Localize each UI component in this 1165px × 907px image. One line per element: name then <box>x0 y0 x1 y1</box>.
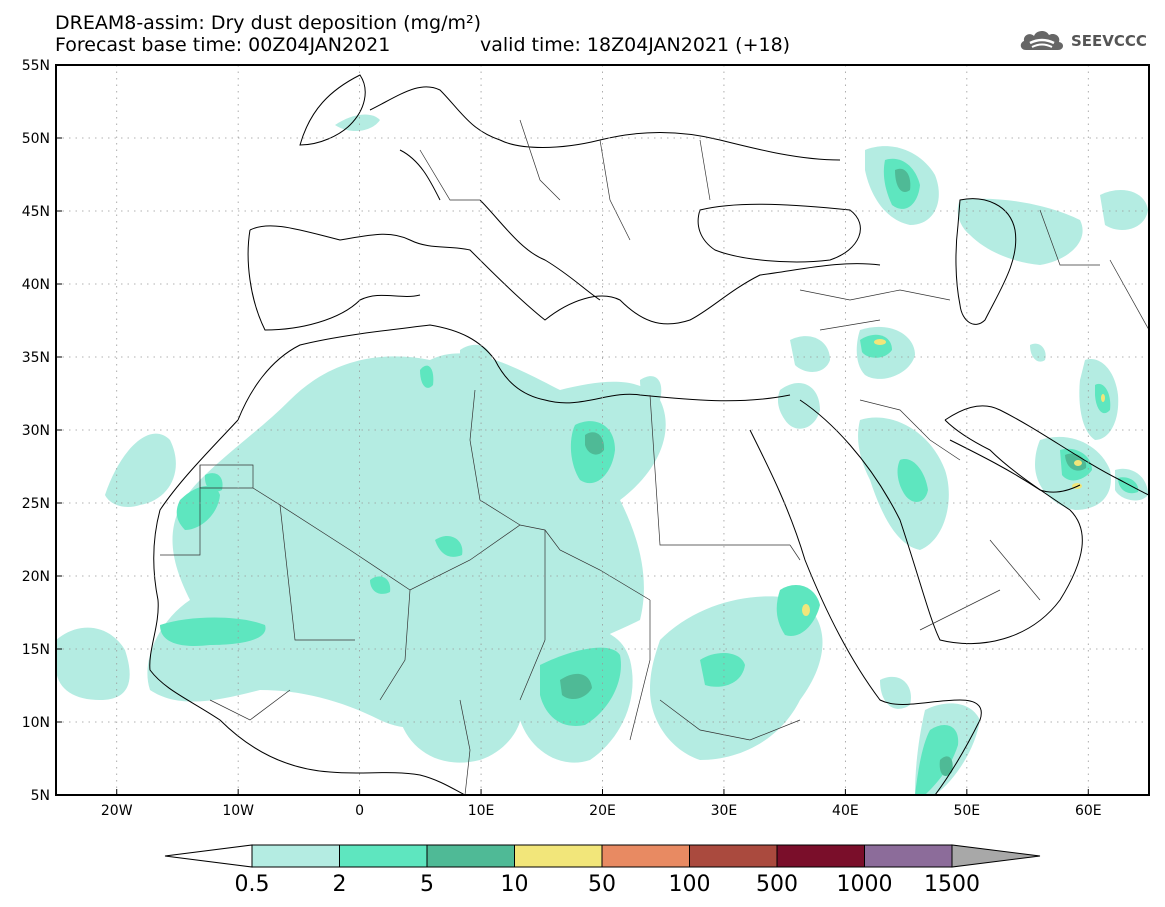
colorbar-over-arrow <box>951 844 1041 868</box>
colorbar-swatch <box>339 844 428 868</box>
colorbar-swatch <box>601 844 690 868</box>
lon-tick-label: 60E <box>1075 803 1102 819</box>
lat-tick-label: 10N <box>22 715 50 731</box>
colorbar-label: 1000 <box>837 872 893 897</box>
lon-tick-label: 20E <box>589 803 616 819</box>
lon-tick-label: 30E <box>711 803 738 819</box>
lat-tick-label: 5N <box>31 788 50 804</box>
colorbar-label: 10 <box>501 872 529 897</box>
lat-tick-label: 15N <box>22 642 50 658</box>
valid-time: valid time: 18Z04JAN2021 (+18) <box>480 34 791 56</box>
lat-tick-label: 30N <box>22 423 50 439</box>
logo-text: SEEVCCC <box>1071 32 1147 50</box>
lon-tick-label: 40E <box>832 803 859 819</box>
lat-tick-label: 40N <box>22 277 50 293</box>
colorbar-swatch <box>514 844 603 868</box>
colorbar-swatch <box>864 844 953 868</box>
lat-tick-label: 20N <box>22 569 50 585</box>
colorbar-label: 500 <box>756 872 798 897</box>
chart-title: DREAM8-assim: Dry dust deposition (mg/m²… <box>55 12 482 34</box>
colorbar-label: 2 <box>333 872 347 897</box>
latitude-labels: 55N 50N 45N 40N 35N 30N 25N 20N 15N 10N 5N <box>22 58 62 804</box>
colorbar-label: 5 <box>420 872 434 897</box>
lat-tick-label: 25N <box>22 496 50 512</box>
lon-tick-label: 10E <box>468 803 495 819</box>
colorbar-label: 0.5 <box>235 872 270 897</box>
lon-tick-label: 10W <box>222 803 254 819</box>
dust-contours <box>56 74 1149 795</box>
lat-tick-label: 35N <box>22 350 50 366</box>
colorbar-label: 100 <box>669 872 711 897</box>
cloud-icon <box>1020 30 1064 50</box>
seevccc-logo: SEEVCCC <box>1018 26 1147 56</box>
lon-tick-label: 50E <box>953 803 980 819</box>
lat-tick-label: 45N <box>22 204 50 220</box>
colorbar-label: 50 <box>588 872 616 897</box>
contour-level-3 <box>560 168 1087 776</box>
lat-tick-label: 50N <box>22 131 50 147</box>
country-borders <box>160 119 1149 795</box>
lat-tick-label: 55N <box>22 58 50 74</box>
colorbar-swatch <box>776 844 865 868</box>
coastlines <box>149 74 1149 795</box>
colorbar-under-arrow <box>164 844 253 868</box>
colorbar-swatch <box>426 844 515 868</box>
lon-tick-label: 20W <box>101 803 133 819</box>
lon-tick-label: 0 <box>355 803 364 819</box>
colorbar-swatch <box>251 844 340 868</box>
grid-lines <box>56 65 1149 795</box>
longitude-labels: 20W 10W 0 10E 20E 30E 40E 50E 60E <box>101 789 1102 819</box>
forecast-base-time: Forecast base time: 00Z04JAN2021 <box>55 34 391 56</box>
colorbar-label: 1500 <box>924 872 980 897</box>
colorbar-swatch <box>689 844 778 868</box>
